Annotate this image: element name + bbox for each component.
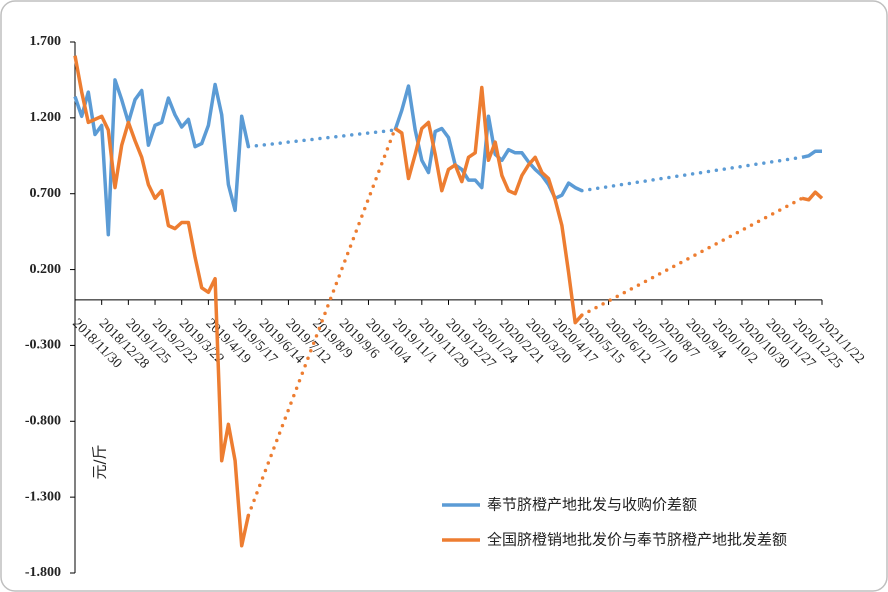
- gap-connector: [246, 126, 397, 518]
- y-tick-label: -0.300: [25, 338, 61, 353]
- y-tick-label: 0.200: [30, 262, 62, 277]
- legend-label: 奉节脐橙产地批发与收购价差额: [487, 496, 697, 514]
- line-series: [73, 55, 824, 548]
- y-tick-label: 1.700: [30, 34, 62, 49]
- gap-connector: [246, 128, 397, 149]
- y-tick-label: 1.200: [30, 110, 62, 125]
- y-tick-label: -0.800: [25, 414, 61, 429]
- y-axis-label: 元/斤: [91, 444, 109, 479]
- gap-connector: [580, 196, 804, 317]
- gap-connector: [580, 155, 804, 193]
- y-tick-label: -1.800: [25, 565, 61, 580]
- legend-label: 全国脐橙销地批发价与奉节脐橙产地批发差额: [487, 531, 787, 549]
- y-tick-label: -1.300: [25, 489, 61, 504]
- y-tick-label: 0.700: [30, 186, 62, 201]
